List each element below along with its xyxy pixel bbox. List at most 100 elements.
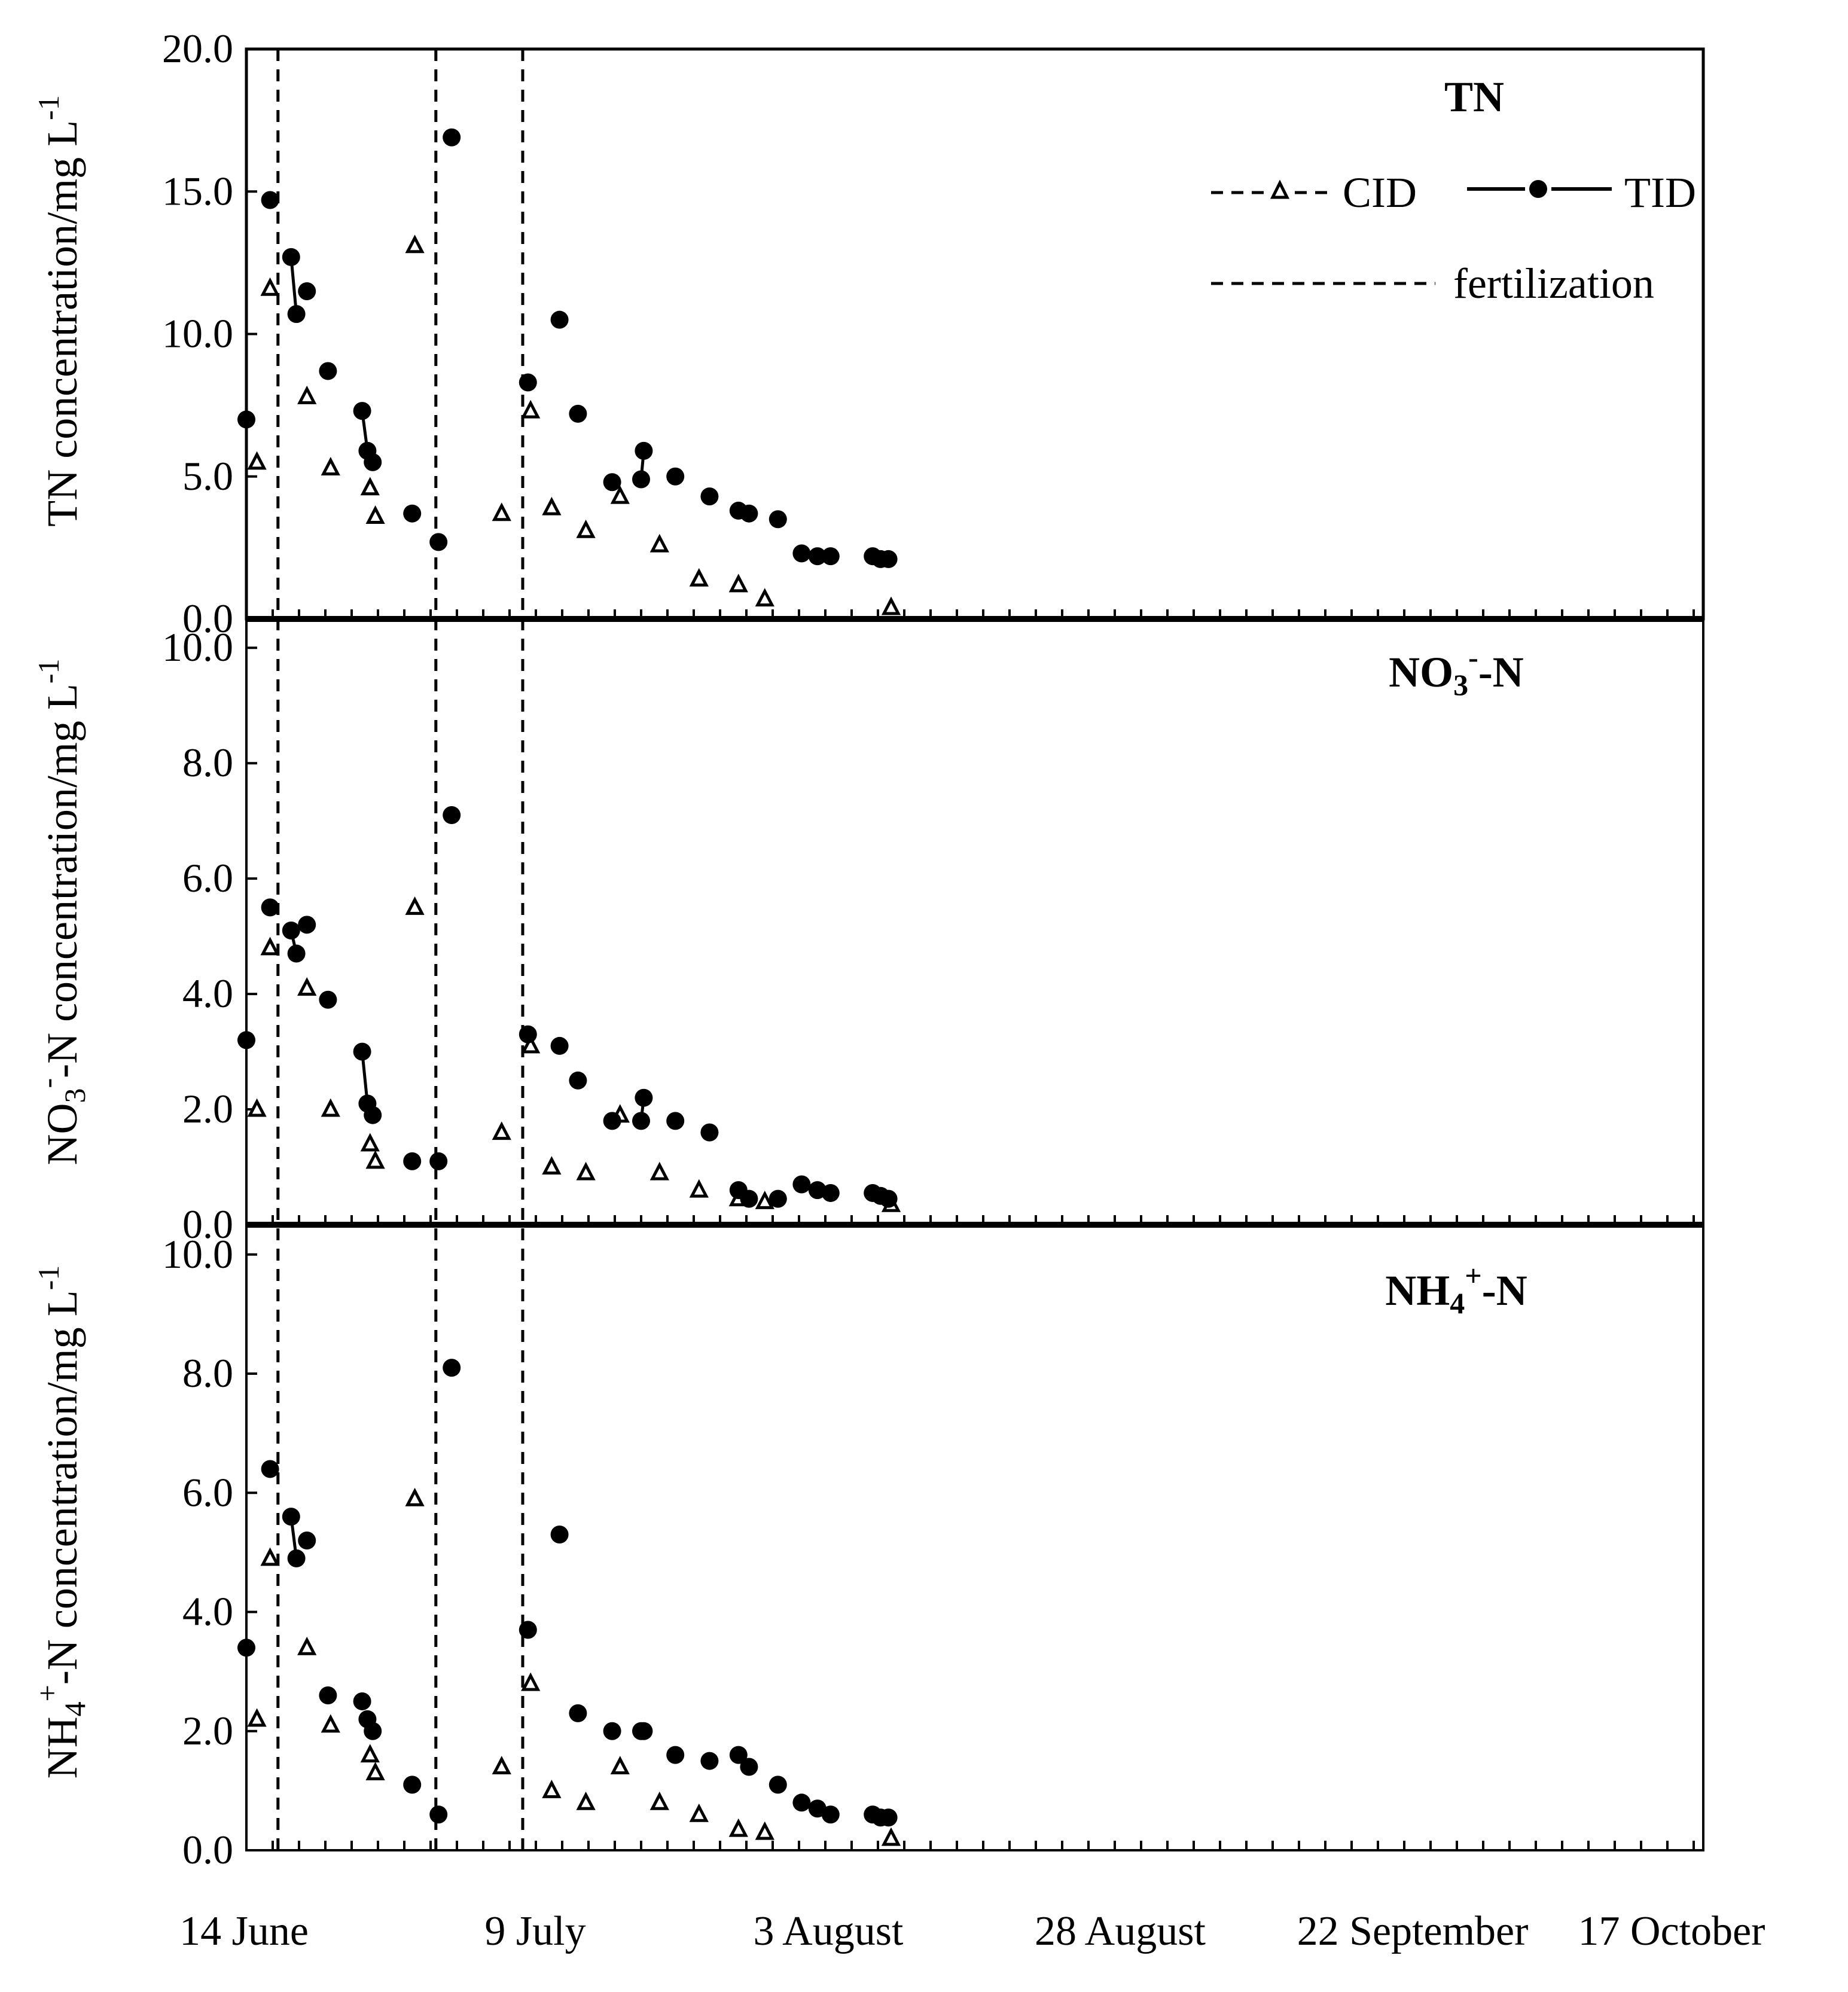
cid-point [542, 1779, 562, 1798]
cid-point [521, 1035, 541, 1054]
y-tick-label: 6.0 [182, 1469, 233, 1515]
tid-point [700, 1752, 719, 1770]
tid-point [666, 1746, 685, 1764]
cid-point [610, 485, 630, 504]
tid-point [282, 248, 300, 266]
cid-point [542, 496, 562, 515]
tid-point [282, 1508, 300, 1526]
y-tick-label: 20.0 [162, 26, 233, 71]
legend-fertilization-label: fertilization [1453, 260, 1654, 307]
panel-top: 0.0 5.0 10.0 15.0 20.0 [162, 26, 901, 641]
tid-point [364, 1722, 382, 1740]
tid-point [740, 1189, 758, 1208]
tid-point [603, 1112, 621, 1130]
tid-point [550, 310, 569, 329]
cid-point [365, 505, 385, 524]
cid-point [728, 573, 748, 593]
cid-point [576, 519, 596, 538]
cid-point [576, 1161, 596, 1180]
panel-middle: 0.0 2.0 4.0 6.0 8.0 10.0 [162, 624, 901, 1247]
legend: CID TID fertilization [1211, 169, 1696, 307]
panel-bottom: 0.0 2.0 4.0 6.0 8.0 10.0 [162, 1231, 901, 1872]
y-axis-label-tn: TN concentration/mg L-1 [32, 95, 86, 526]
tid-point [429, 1805, 448, 1824]
fertilization-lines [276, 49, 524, 1850]
cid-point [492, 1121, 511, 1140]
tid-point [700, 487, 719, 506]
y-tick-label: 8.0 [182, 1350, 233, 1396]
panel-frames [245, 47, 1705, 1851]
cid-point [321, 1098, 340, 1117]
cid-point [247, 451, 267, 470]
x-tick-label-22-september: 22 September [1297, 1908, 1529, 1954]
tid-point [298, 1531, 316, 1549]
tid-point [666, 1112, 685, 1130]
x-tick-label-3-august: 3 August [754, 1908, 904, 1954]
tid-point [319, 990, 337, 1009]
cid-point [689, 1803, 709, 1822]
legend-tid-marker [1529, 180, 1547, 198]
cid-point [297, 977, 317, 996]
tid-point [632, 1112, 650, 1130]
tid-point [364, 1106, 382, 1124]
cid-point [492, 502, 511, 521]
panel-title-no3: NO3--N [1389, 640, 1524, 701]
panel-title-nh4: NH4+-N [1385, 1259, 1527, 1320]
x-tick-label-28-august: 28 August [1035, 1908, 1206, 1954]
cid-point [755, 1191, 774, 1209]
y-tick-label: 8.0 [182, 740, 233, 785]
legend-cid-marker [1270, 179, 1290, 199]
tid-point [287, 1549, 306, 1567]
tid-point [429, 533, 448, 551]
tid-point [261, 191, 279, 209]
panels: 0.05.010.015.020.00.02.04.06.08.010.00.0… [162, 26, 901, 1872]
cid-point [689, 568, 709, 587]
tid-point [403, 1776, 422, 1794]
tid-point [287, 944, 306, 963]
cid-point [321, 457, 340, 475]
tid-point [603, 473, 621, 492]
cid-point [260, 277, 280, 296]
y-tick-label: 10.0 [162, 1231, 233, 1277]
cid-point [521, 1672, 541, 1691]
tid-point [261, 898, 279, 917]
tid-point [879, 1808, 898, 1827]
cid-point [881, 596, 901, 615]
cid-point [321, 1714, 340, 1733]
tid-point [550, 1526, 569, 1544]
cid-point [247, 1708, 267, 1727]
cid-point [610, 1756, 630, 1775]
tid-segment [289, 257, 298, 315]
y-tick-label: 4.0 [182, 1589, 233, 1634]
cid-point [260, 1547, 280, 1566]
tid-point [569, 1071, 587, 1090]
tid-point [700, 1123, 719, 1142]
tid-point [364, 453, 382, 471]
cid-point [360, 1744, 380, 1763]
cid-point [360, 477, 380, 496]
tid-point [353, 1042, 371, 1061]
tid-point [403, 1152, 422, 1170]
y-tick-label: 2.0 [182, 1086, 233, 1131]
cid-point [649, 533, 669, 553]
y-tick-label: 4.0 [182, 971, 233, 1016]
x-axis-ticks [245, 609, 1695, 1850]
x-tick-label-17-october: 17 October [1578, 1908, 1765, 1954]
cid-point [755, 1821, 774, 1840]
cid-point [365, 1150, 385, 1169]
tid-point [769, 510, 787, 529]
cid-point [728, 1818, 748, 1837]
tid-point [403, 504, 422, 523]
tid-point [635, 441, 653, 460]
cid-point [755, 588, 774, 607]
cid-point [405, 896, 425, 915]
tid-point [282, 921, 300, 939]
x-tick-label-9-july: 9 July [484, 1908, 585, 1954]
tid-point [550, 1036, 569, 1055]
cid-point [360, 1133, 380, 1152]
tid-point [879, 550, 898, 568]
tid-point [792, 1175, 811, 1194]
y-tick-label: 0.0 [182, 596, 233, 641]
cid-point [405, 234, 425, 254]
